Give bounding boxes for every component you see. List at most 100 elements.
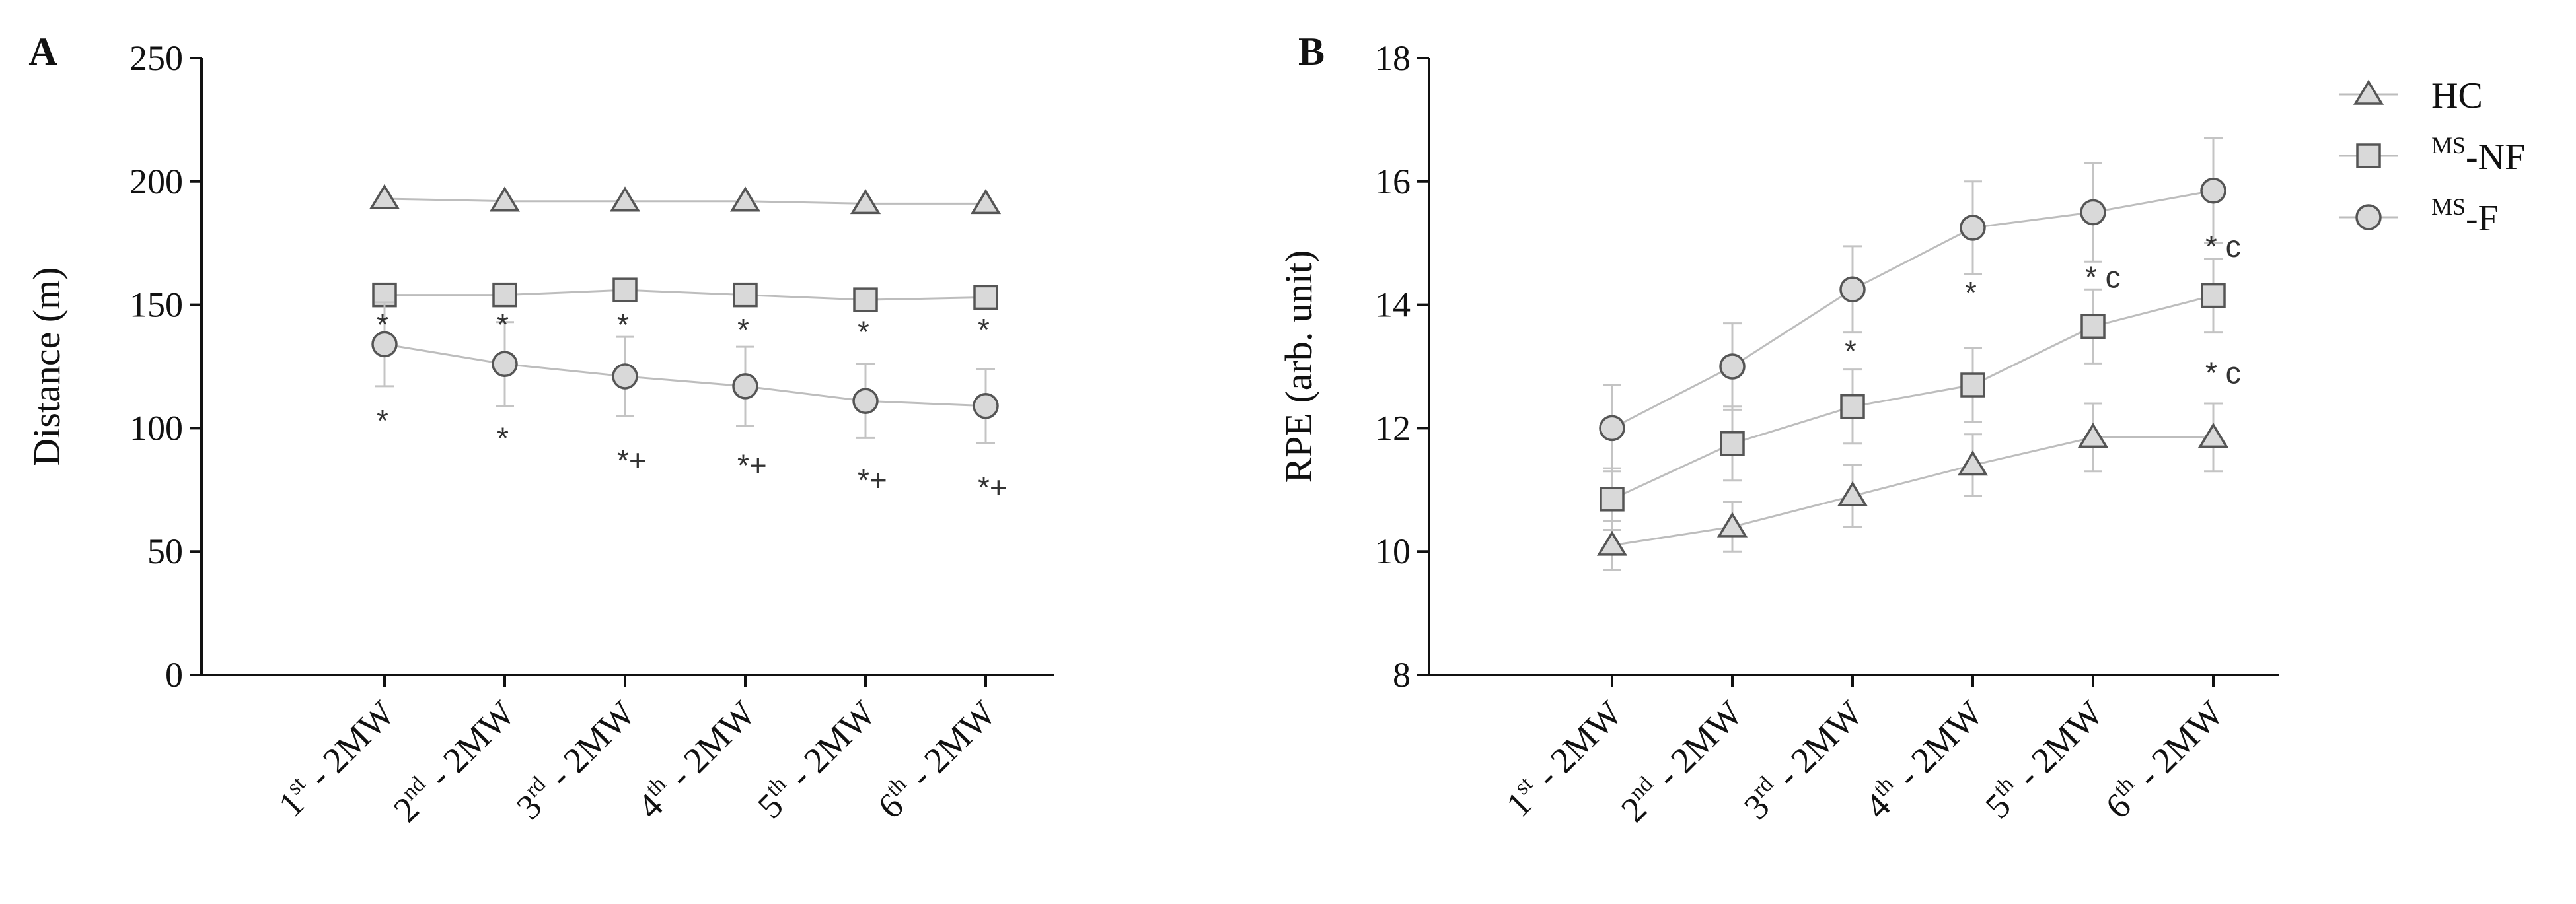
x-tick-label: 4th - 2MW bbox=[1856, 692, 1990, 826]
data-point bbox=[492, 282, 517, 308]
legend-text: HC bbox=[2431, 75, 2483, 116]
series-ms-nf bbox=[1600, 258, 2226, 532]
data-point bbox=[1960, 215, 1986, 241]
series-line bbox=[384, 197, 986, 205]
x-tick-suffix: - 2MW bbox=[1642, 693, 1749, 801]
x-tick-suffix: - 2MW bbox=[1762, 693, 1870, 801]
series-hc bbox=[369, 184, 1002, 215]
significance-mark: * bbox=[978, 312, 990, 347]
series-line bbox=[385, 289, 986, 301]
x-tick-suffix: - 2MW bbox=[1882, 693, 1990, 801]
legend-label: HC bbox=[2431, 75, 2483, 116]
y-tick-label: 50 bbox=[147, 532, 183, 571]
data-point bbox=[489, 186, 521, 212]
x-tick-label: 6th - 2MW bbox=[2096, 692, 2230, 826]
significance-mark: * bbox=[377, 403, 388, 438]
y-tick-label: 0 bbox=[165, 655, 183, 695]
data-point bbox=[729, 186, 761, 212]
series-line bbox=[1611, 295, 2214, 501]
legend-marker bbox=[2356, 143, 2381, 168]
x-tick-suffix: - 2MW bbox=[294, 693, 402, 801]
y-tick-label: 18 bbox=[1375, 38, 1411, 78]
data-point bbox=[1600, 487, 1625, 512]
panel-a: A Distance (m) 0 50 100 150 200 250 1st - 2MW2nd… bbox=[25, 30, 1054, 830]
x-tick-label: 3rd - 2MW bbox=[1735, 692, 1870, 827]
x-tick-label: 2nd - 2MW bbox=[1612, 692, 1750, 830]
y-tick-label: 150 bbox=[129, 285, 183, 325]
x-tick-suffix: - 2MW bbox=[534, 693, 642, 801]
data-point bbox=[2080, 314, 2106, 339]
data-point bbox=[1596, 530, 1628, 556]
series-line bbox=[1611, 190, 2214, 429]
legend-label: MS-NF bbox=[2431, 132, 2525, 178]
significance-mark: * bbox=[497, 421, 509, 455]
legend-text: -F bbox=[2466, 198, 2499, 239]
x-tick-suffix: - 2MW bbox=[2123, 693, 2230, 801]
x-tick-suffix: - 2MW bbox=[775, 693, 883, 801]
data-point bbox=[2077, 423, 2109, 448]
significance-mark: *+ bbox=[858, 463, 887, 497]
legend-text: -NF bbox=[2466, 137, 2525, 178]
data-point bbox=[973, 393, 999, 419]
significance-mark: * c bbox=[2085, 260, 2121, 295]
data-point bbox=[1960, 372, 1985, 398]
x-tick-label: 2nd - 2MW bbox=[385, 692, 523, 830]
y-tick-label: 250 bbox=[129, 38, 183, 78]
series-ms-f bbox=[371, 301, 999, 444]
data-point bbox=[970, 189, 1002, 215]
x-tick-label: 4th - 2MW bbox=[628, 692, 762, 826]
x-tick-suffix: - 2MW bbox=[414, 693, 522, 801]
legend-item-hc: HC bbox=[2339, 75, 2483, 116]
data-point bbox=[1839, 276, 1866, 302]
panel-label: B bbox=[1298, 30, 1325, 73]
y-tick-label: 10 bbox=[1375, 532, 1411, 571]
data-point bbox=[850, 189, 881, 215]
series-line bbox=[1611, 436, 2213, 547]
x-tick-label: 1st - 2MW bbox=[1497, 692, 1630, 825]
legend-superscript: MS bbox=[2431, 132, 2466, 158]
x-tick-label: 5th - 2MW bbox=[1976, 692, 2110, 826]
data-point bbox=[371, 331, 398, 358]
legend-marker bbox=[2353, 79, 2384, 105]
data-point bbox=[1957, 450, 1989, 476]
significance-mark: * bbox=[1965, 275, 1977, 310]
data-point bbox=[1840, 394, 1865, 419]
data-point bbox=[369, 184, 400, 209]
significance-mark: * bbox=[1845, 334, 1857, 368]
y-tick-label: 200 bbox=[129, 162, 183, 201]
data-point bbox=[732, 373, 758, 400]
data-point bbox=[609, 186, 641, 212]
significance-mark: *+ bbox=[617, 443, 647, 477]
data-point bbox=[1719, 353, 1746, 380]
legend-marker bbox=[2355, 204, 2382, 230]
x-tick-label: 5th - 2MW bbox=[749, 692, 883, 826]
panel-label: A bbox=[28, 30, 57, 73]
legend-item-ms-nf: MS-NF bbox=[2339, 132, 2525, 178]
data-point bbox=[2201, 283, 2226, 308]
panel-b: B RPE (arb. unit) 8 10 12 14 16 18 1st - 2MW2nd … bbox=[1277, 30, 2279, 830]
significance-mark: * c bbox=[2205, 355, 2241, 390]
series-hc bbox=[1596, 402, 2229, 571]
data-point bbox=[853, 287, 878, 312]
data-point bbox=[1716, 512, 1748, 538]
data-point bbox=[2080, 199, 2106, 226]
y-axis-title: Distance (m) bbox=[25, 267, 68, 466]
x-tick-label: 3rd - 2MW bbox=[507, 692, 643, 827]
significance-mark: * bbox=[617, 307, 629, 341]
data-point bbox=[612, 277, 638, 302]
y-tick-label: 14 bbox=[1375, 285, 1411, 325]
x-tick-suffix: - 2MW bbox=[895, 693, 1003, 801]
data-point bbox=[612, 363, 638, 390]
significance-mark: *+ bbox=[978, 470, 1008, 504]
significance-mark: *+ bbox=[737, 448, 767, 482]
significance-mark: * bbox=[377, 307, 388, 341]
x-tick-suffix: - 2MW bbox=[2003, 693, 2110, 801]
series-ms-nf bbox=[372, 277, 998, 312]
series-line bbox=[384, 343, 986, 407]
y-axis-title: RPE (arb. unit) bbox=[1277, 250, 1320, 483]
y-tick-label: 8 bbox=[1393, 655, 1411, 695]
data-point bbox=[1599, 415, 1625, 442]
data-point bbox=[1720, 431, 1745, 456]
